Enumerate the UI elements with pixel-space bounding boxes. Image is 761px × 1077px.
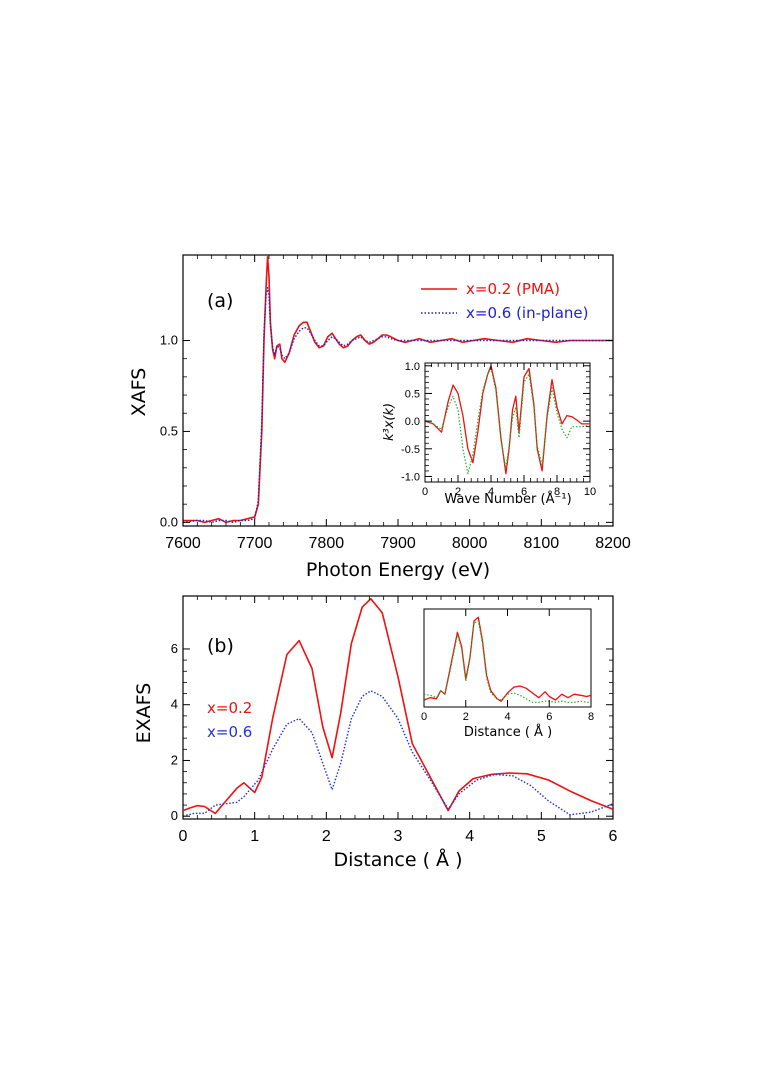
x-tick-label: 2 bbox=[463, 711, 469, 723]
x-tick-label: 6 bbox=[609, 828, 618, 845]
x-tick-label: 4 bbox=[488, 486, 494, 498]
panel-a-inset-frame bbox=[424, 362, 591, 483]
y-tick-label: 2 bbox=[171, 752, 178, 767]
y-tick-label: 0.0 bbox=[160, 514, 178, 529]
y-tick-label: 0 bbox=[171, 808, 178, 823]
x-tick-label: 7900 bbox=[380, 535, 416, 552]
panel-b-legend-x02: x=0.2 bbox=[207, 699, 252, 717]
series-line-a-inset-0 bbox=[425, 365, 590, 475]
panel-a-plot-area bbox=[183, 256, 613, 524]
x-tick-label: 3 bbox=[394, 828, 403, 845]
legend-label-in-plane: x=0.6 (in-plane) bbox=[466, 304, 588, 322]
x-tick-label: 2 bbox=[322, 828, 331, 845]
panel-a-inset-y-axis-title: k³x(k) bbox=[382, 403, 397, 441]
panel-a-y-axis-title: XAFS bbox=[128, 368, 150, 417]
y-tick-label: 0.0 bbox=[405, 416, 420, 428]
panel-b-plot-area bbox=[183, 598, 613, 817]
x-tick-label: 2 bbox=[455, 486, 461, 498]
series-line-a-0 bbox=[183, 256, 613, 524]
y-tick-label: 6 bbox=[171, 641, 178, 656]
panel-a-inset-ticks: 0 2 4 6 8 10 -1.0 -0.5 0.0 0.5 1.0 bbox=[401, 361, 596, 498]
panel-a-label: (a) bbox=[207, 290, 233, 312]
panel-b-inset: 0 2 4 6 8 Distance ( Å ) bbox=[421, 608, 594, 740]
x-tick-label: 8 bbox=[588, 711, 594, 723]
x-tick-label: 6 bbox=[546, 711, 552, 723]
x-tick-label: 0 bbox=[421, 711, 427, 723]
y-tick-label: 0.5 bbox=[405, 388, 420, 400]
y-tick-label: -0.5 bbox=[401, 444, 420, 456]
series-line-b-1 bbox=[183, 690, 613, 817]
panel-b: 0 1 2 3 4 5 6 0 2 4 6 (b) x=0.2 x=0.6 Distance ( Å… bbox=[133, 595, 618, 871]
y-tick-label: 0.5 bbox=[160, 423, 178, 438]
panel-a-inset: 0 2 4 6 8 10 -1.0 -0.5 0.0 0.5 1.0 Wave Number (Å⁻… bbox=[382, 361, 596, 507]
x-tick-label: 4 bbox=[465, 828, 474, 845]
x-tick-label: 8 bbox=[554, 486, 560, 498]
x-tick-label: 4 bbox=[504, 711, 510, 723]
y-tick-label: -1.0 bbox=[401, 471, 420, 483]
y-tick-label: 1.0 bbox=[405, 361, 420, 373]
panel-b-label: (b) bbox=[207, 635, 234, 657]
panel-b-legend-x06: x=0.6 bbox=[207, 723, 252, 741]
panel-b-inset-ticks: 0 2 4 6 8 bbox=[421, 609, 594, 723]
x-tick-label: 1 bbox=[250, 828, 259, 845]
x-tick-label: 0 bbox=[179, 828, 188, 845]
series-line-b-0 bbox=[183, 598, 613, 815]
legend-label-pma: x=0.2 (PMA) bbox=[466, 280, 560, 298]
x-tick-label: 8000 bbox=[452, 535, 488, 552]
x-tick-label: 7600 bbox=[165, 535, 201, 552]
x-tick-label: 8200 bbox=[595, 535, 631, 552]
panel-b-inset-plot-area bbox=[424, 616, 591, 703]
x-tick-label: 10 bbox=[584, 486, 596, 498]
panel-b-y-axis-title: EXAFS bbox=[133, 683, 155, 744]
series-line-b-inset-1 bbox=[424, 620, 591, 703]
panel-a-x-axis-title: Photon Energy (eV) bbox=[306, 559, 490, 581]
panel-a-inset-x-axis-title: Wave Number (Å⁻¹) bbox=[444, 491, 571, 507]
x-tick-label: 8100 bbox=[524, 535, 560, 552]
x-tick-label: 7700 bbox=[237, 535, 273, 552]
x-tick-label: 0 bbox=[422, 486, 428, 498]
panel-b-ticks: 0 1 2 3 4 5 6 0 2 4 6 bbox=[171, 596, 618, 845]
panel-b-x-axis-title: Distance ( Å ) bbox=[333, 848, 462, 871]
panel-b-inset-x-axis-title: Distance ( Å ) bbox=[464, 724, 552, 740]
x-tick-label: 7800 bbox=[309, 535, 345, 552]
y-tick-label: 4 bbox=[171, 697, 178, 712]
y-tick-label: 1.0 bbox=[160, 332, 178, 347]
panel-a-inset-plot-area bbox=[425, 365, 590, 475]
panel-a-legend: x=0.2 (PMA) x=0.6 (in-plane) bbox=[421, 280, 588, 322]
x-tick-label: 6 bbox=[521, 486, 527, 498]
x-tick-label: 5 bbox=[537, 828, 546, 845]
